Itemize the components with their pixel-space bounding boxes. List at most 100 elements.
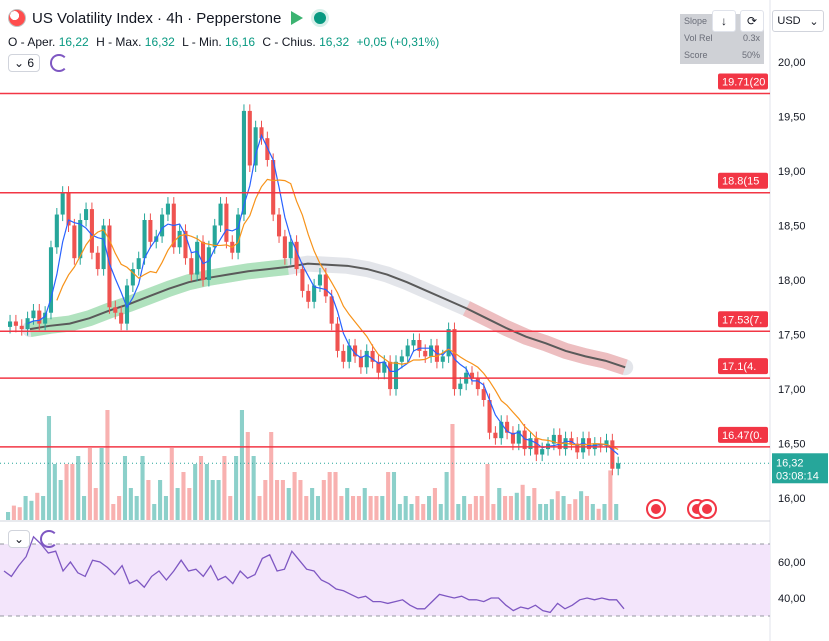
low-label: L - Min. <box>182 35 222 49</box>
volume-bar <box>386 472 391 520</box>
ma-band-bull <box>28 258 289 337</box>
us-event-icon-dot <box>651 504 661 514</box>
candle-body <box>440 356 445 362</box>
volume-bar <box>526 496 531 520</box>
candle-body <box>160 214 165 237</box>
ma-band-bear <box>462 301 628 375</box>
volume-bar <box>298 480 303 520</box>
candle-body <box>241 110 246 215</box>
volume-bar <box>304 496 309 520</box>
level-tag-label: 19.71(20 <box>722 76 765 88</box>
volume-bar <box>152 504 157 520</box>
volume-bar <box>29 500 34 520</box>
flag-icon[interactable] <box>291 11 304 25</box>
stats-row: Score 50% <box>684 50 760 60</box>
candle-body <box>130 269 135 286</box>
candle-body <box>13 321 18 326</box>
level-tag <box>718 73 768 90</box>
volume-bar <box>584 496 590 520</box>
candle-body <box>586 438 592 450</box>
volume-bar <box>351 496 356 520</box>
volume-bar <box>380 496 385 520</box>
candle-body <box>604 440 609 446</box>
candle-body <box>487 400 492 433</box>
refresh-icon[interactable] <box>40 530 59 548</box>
candle-body <box>475 378 480 390</box>
level-tag-label: 17.53(7. <box>722 314 762 326</box>
open-label: O - Aper. <box>8 35 56 49</box>
ohlc-readout: O - Aper. 16,22 H - Max. 16,32 L - Min. … <box>8 35 443 49</box>
stats-row: Vol Rel 0.3x <box>684 33 760 43</box>
candle-body <box>72 225 77 259</box>
volume-bar <box>503 496 508 520</box>
refresh-icon[interactable] <box>50 54 69 72</box>
candle-body <box>8 321 13 327</box>
volume-bar <box>356 496 361 520</box>
candle-body <box>399 356 404 362</box>
volume-bar <box>479 496 484 520</box>
volume-bar <box>514 492 519 520</box>
volume-bar <box>251 456 256 520</box>
expand-icon[interactable]: ⟳ <box>740 10 764 32</box>
volume-bar <box>567 504 572 520</box>
candle-body <box>393 361 399 390</box>
price-tick-label: 16,50 <box>778 439 806 451</box>
volume-bar <box>327 472 332 520</box>
volume-bar <box>391 472 397 520</box>
volume-bar <box>274 480 280 520</box>
currency-selector[interactable]: USD ⌄ <box>772 10 824 32</box>
price-tick-label: 18,50 <box>778 220 806 232</box>
volume-bar <box>228 496 233 520</box>
candle-body <box>60 192 65 215</box>
candle-body <box>382 361 387 373</box>
candle-body <box>136 258 141 270</box>
ema-line <box>56 178 619 450</box>
level-tag <box>718 358 768 375</box>
candle-body <box>54 214 59 248</box>
volume-bar <box>427 496 432 520</box>
candle-body <box>540 449 545 455</box>
rsi-controls: ⌄ <box>8 530 59 548</box>
candle-body <box>276 214 282 237</box>
volume-bar <box>590 504 595 520</box>
volume-bar <box>374 496 379 520</box>
candle-body <box>341 350 346 362</box>
price-tick-label: 20,00 <box>778 57 806 69</box>
volume-bar <box>6 512 11 520</box>
candle-body <box>370 350 375 362</box>
volume-bar <box>93 488 98 520</box>
indicators-toggle[interactable]: ⌄ 6 <box>8 54 41 72</box>
chart-header: US Volatility Index · 4h · Pepperstone <box>8 9 330 27</box>
chart-controls: ↓ ⟳ <box>712 10 764 32</box>
volume-bar <box>134 496 139 520</box>
symbol-title[interactable]: US Volatility Index · 4h · Pepperstone <box>32 9 282 27</box>
volume-bar <box>462 496 467 520</box>
volume-bar <box>163 496 168 520</box>
volume-bar <box>245 432 250 520</box>
price-tick-label: 19,50 <box>778 111 806 123</box>
volume-bar <box>467 504 473 520</box>
rsi-band <box>0 544 770 616</box>
candle-body <box>388 361 393 390</box>
candle-body <box>113 307 118 313</box>
candle-body <box>335 323 340 351</box>
arrow-down-icon[interactable]: ↓ <box>712 10 736 32</box>
volume-bar <box>339 496 344 520</box>
level-tag-label: 18.8(15 <box>722 176 759 188</box>
volume-bar <box>210 480 215 520</box>
candle-body <box>551 434 556 444</box>
rsi-collapse-button[interactable]: ⌄ <box>8 530 31 548</box>
candle-body <box>253 127 258 166</box>
level-tag-label: 17.1(4. <box>722 361 756 373</box>
candle-body <box>481 389 486 400</box>
candle-body <box>282 236 287 259</box>
candle-body <box>200 241 206 280</box>
volume-bar <box>140 456 145 520</box>
candle-body <box>195 241 200 275</box>
candle-body <box>423 350 428 357</box>
volume-bar <box>193 464 198 520</box>
candle-body <box>19 325 24 330</box>
candle-body <box>417 340 422 351</box>
volume-bar <box>596 508 601 520</box>
